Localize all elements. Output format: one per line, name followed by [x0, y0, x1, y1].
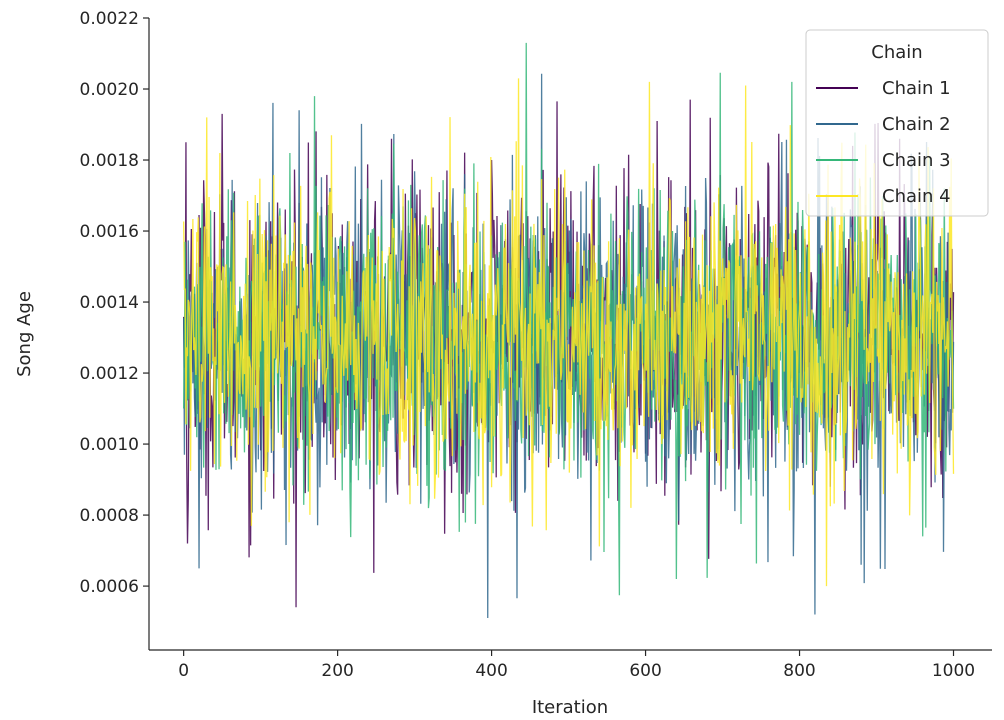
y-tick-label: 0.0012 [80, 364, 139, 384]
y-tick-label: 0.0016 [80, 222, 139, 242]
legend-items: Chain 1 Chain 2 Chain 3 Chain 4 [816, 78, 951, 207]
y-axis-label: Song Age [14, 291, 35, 377]
x-tick-label: 800 [783, 661, 815, 681]
legend-label-4: Chain 4 [882, 186, 951, 207]
x-tick-label: 400 [475, 661, 507, 681]
y-tick-label: 0.0010 [80, 435, 139, 455]
legend-label-2: Chain 2 [882, 114, 951, 135]
x-axis-label: Iteration [532, 697, 608, 718]
legend-label-3: Chain 3 [882, 150, 951, 171]
x-tick-label: 0 [178, 661, 189, 681]
plot-area [182, 42, 955, 619]
y-tick-label: 0.0008 [80, 506, 139, 526]
series-lines [182, 42, 955, 619]
y-tick-label: 0.0014 [80, 293, 139, 313]
legend-title: Chain [871, 42, 922, 63]
legend: Chain Chain 1 Chain 2 Chain 3 Chain 4 [805, 29, 989, 217]
legend-label-1: Chain 1 [882, 78, 951, 99]
y-tick-label: 0.0020 [80, 80, 139, 100]
x-tick-label: 600 [629, 661, 661, 681]
x-tick-label: 200 [321, 661, 353, 681]
legend-frame [805, 29, 989, 217]
x-tick-label: 1000 [932, 661, 975, 681]
y-tick-label: 0.0018 [80, 151, 139, 171]
x-axis-ticks: 0 200 400 600 800 1000 [178, 650, 975, 681]
y-tick-label: 0.0006 [80, 577, 139, 597]
y-tick-label: 0.0022 [80, 9, 139, 29]
y-axis-ticks: 0.0006 0.0008 0.0010 0.0012 0.0014 0.0016 0.00… [80, 9, 149, 597]
series-line-4 [182, 78, 955, 587]
